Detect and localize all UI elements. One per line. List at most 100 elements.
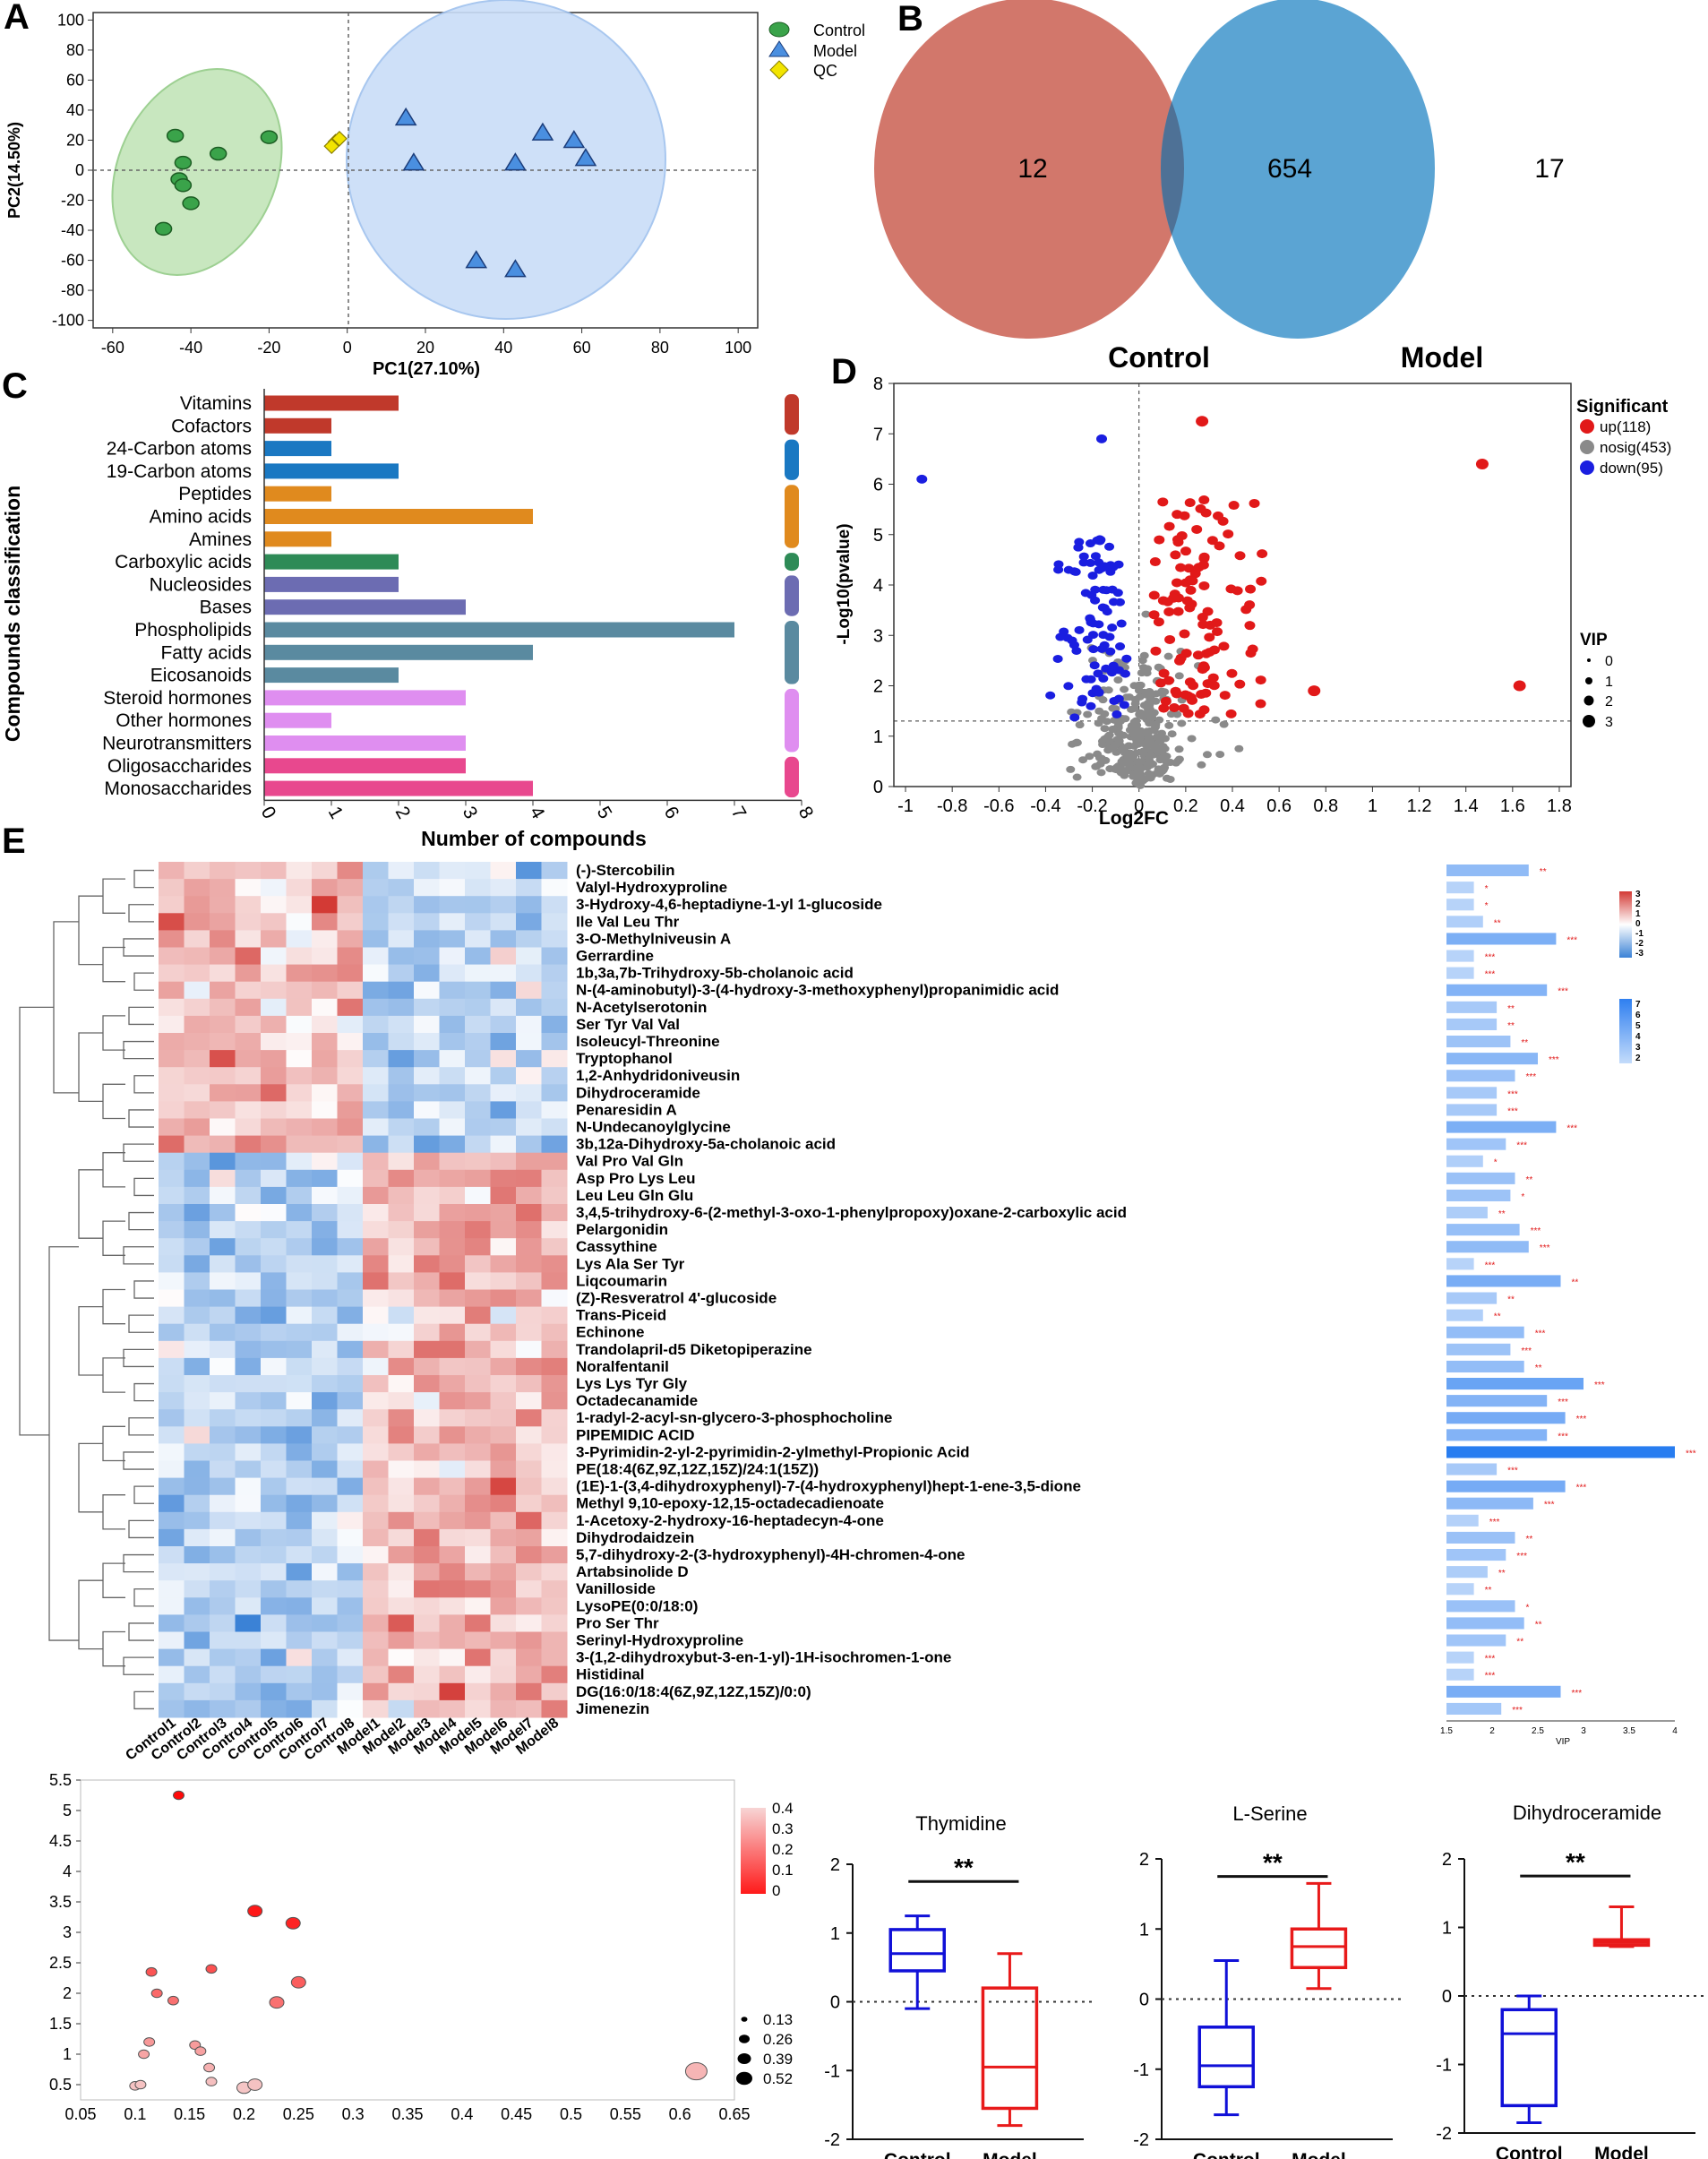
legend-control-marker bbox=[768, 22, 790, 38]
heatmap-cell bbox=[439, 1375, 466, 1393]
down-point bbox=[1087, 572, 1098, 581]
heatmap-cell bbox=[541, 1067, 568, 1085]
heatmap-cell bbox=[261, 1340, 287, 1359]
heatmap-cell bbox=[337, 1221, 364, 1239]
nosig-point bbox=[1116, 718, 1126, 726]
heatmap-cell bbox=[261, 1443, 287, 1461]
nosig-point bbox=[1163, 652, 1173, 660]
heatmap-cell bbox=[439, 1340, 466, 1359]
heatmap-cell bbox=[541, 1306, 568, 1325]
vip-bar bbox=[1446, 1446, 1675, 1458]
heatmap-cell bbox=[516, 1272, 542, 1290]
bar-category-label: Neurotransmitters bbox=[102, 734, 252, 754]
heatmap-cell bbox=[184, 1033, 210, 1051]
down-point bbox=[1078, 552, 1089, 561]
control-point bbox=[260, 130, 279, 144]
heatmap-cell bbox=[235, 1580, 262, 1598]
heatmap-cell bbox=[490, 1699, 517, 1718]
panel-pathway: 0.05 0.1 0.15 0.2 0.25 0.3 0.35 0.4 0.45 0.5 0.55 0… bbox=[49, 1771, 794, 2123]
heatmap-cell bbox=[159, 896, 185, 914]
volcano-xtick-label: 1.2 bbox=[1407, 796, 1432, 816]
pathway-xtick-label: 0.45 bbox=[501, 2105, 532, 2123]
bar-category-label: Bases bbox=[200, 598, 252, 618]
pathway-bubble bbox=[134, 2079, 147, 2090]
heatmap-cell bbox=[235, 1563, 262, 1581]
heatmap-cell bbox=[312, 896, 338, 914]
heat-scale-label: 3 bbox=[1635, 890, 1641, 899]
heatmap-cell bbox=[439, 1272, 466, 1290]
heatmap-cell bbox=[465, 1067, 491, 1085]
boxplot-box bbox=[1197, 2026, 1255, 2089]
dendrogram-branch bbox=[102, 1425, 125, 1462]
dendrogram-branch bbox=[19, 1006, 54, 1436]
heatmap-cell bbox=[541, 1443, 568, 1461]
heatmap-row-label: (-)-Stercobilin bbox=[576, 862, 675, 879]
vip-sig: *** bbox=[1521, 1346, 1532, 1356]
volcano-xtick-label: -0.6 bbox=[983, 796, 1014, 816]
up-point bbox=[1148, 610, 1160, 620]
pca-ytick-label: 60 bbox=[66, 71, 84, 89]
heatmap-row-label: LysoPE(0:0/18:0) bbox=[576, 1597, 698, 1614]
heatmap-row-label: Ser Tyr Val Val bbox=[576, 1016, 680, 1033]
heatmap-cell bbox=[184, 1597, 210, 1615]
down-point bbox=[1088, 645, 1099, 654]
heatmap-cell bbox=[159, 1460, 185, 1479]
heatmap-cell bbox=[414, 964, 440, 983]
boxplot-title: Thymidine bbox=[915, 1812, 1006, 1835]
heatmap-cell bbox=[312, 1272, 338, 1290]
vip-sig: * bbox=[1485, 884, 1489, 894]
heatmap-cell bbox=[235, 947, 262, 966]
bar-carboxylic-acids bbox=[264, 554, 399, 570]
bar-xtick-label: 2 bbox=[391, 803, 415, 822]
heatmap-cell bbox=[363, 930, 389, 948]
vip-sig: *** bbox=[1686, 1449, 1696, 1458]
heatmap-cell bbox=[388, 1323, 415, 1342]
heatmap-cell bbox=[363, 1494, 389, 1513]
volcano-xlabel: Log2FC bbox=[1099, 808, 1169, 829]
heatmap-cell bbox=[159, 998, 185, 1017]
heatmap-row-label: Vanilloside bbox=[576, 1580, 656, 1597]
heatmap-cell bbox=[414, 1375, 440, 1393]
heatmap-cell bbox=[516, 1118, 542, 1137]
heatmap-cell bbox=[184, 981, 210, 1000]
heatmap-cell bbox=[312, 1323, 338, 1342]
heatmap-cell bbox=[210, 1118, 236, 1137]
heatmap-cell bbox=[388, 862, 415, 880]
vip-0: 0 bbox=[1605, 654, 1613, 669]
heatmap-cell bbox=[465, 913, 491, 931]
up-point bbox=[1191, 524, 1203, 534]
heatmap-cell bbox=[541, 1477, 568, 1496]
heatmap-cell bbox=[439, 1152, 466, 1171]
heatmap-cell bbox=[235, 981, 262, 1000]
down-point bbox=[1045, 691, 1056, 700]
heatmap-cell bbox=[516, 1648, 542, 1667]
heatmap-cell bbox=[312, 1460, 338, 1479]
heatmap-cell bbox=[516, 1152, 542, 1171]
heatmap-cell bbox=[439, 1306, 466, 1325]
heatmap-cell bbox=[184, 1101, 210, 1119]
heatmap-cell bbox=[541, 1204, 568, 1222]
up-point bbox=[1162, 597, 1173, 606]
heatmap-cell bbox=[388, 1152, 415, 1171]
heatmap-cell bbox=[439, 1221, 466, 1239]
heatmap-cell bbox=[210, 981, 236, 1000]
heatmap-cell bbox=[261, 1101, 287, 1119]
vip-bar bbox=[1446, 1172, 1515, 1184]
heatmap-cell bbox=[337, 1375, 364, 1393]
vip-sig: *** bbox=[1485, 953, 1496, 963]
heatmap-cell bbox=[541, 981, 568, 1000]
pathway-bubble bbox=[194, 2046, 207, 2056]
heatmap-cell bbox=[490, 1033, 517, 1051]
heatmap-cell bbox=[286, 1169, 313, 1188]
pathway-bubble bbox=[269, 1996, 285, 2009]
heatmap-cell bbox=[465, 1409, 491, 1427]
heatmap-cell bbox=[235, 1067, 262, 1085]
panel-a-letter: A bbox=[4, 0, 30, 37]
vip-scale-label: 5 bbox=[1635, 1021, 1641, 1031]
volcano-ytick-label: 3 bbox=[873, 626, 883, 646]
heatmap-cell bbox=[388, 1289, 415, 1308]
up-point bbox=[1308, 685, 1321, 697]
heatmap-cell bbox=[490, 1443, 517, 1461]
heatmap-cell bbox=[363, 879, 389, 897]
heatmap-row-label: N-(4-aminobutyl)-3-(4-hydroxy-3-methoxyp… bbox=[576, 982, 1059, 999]
